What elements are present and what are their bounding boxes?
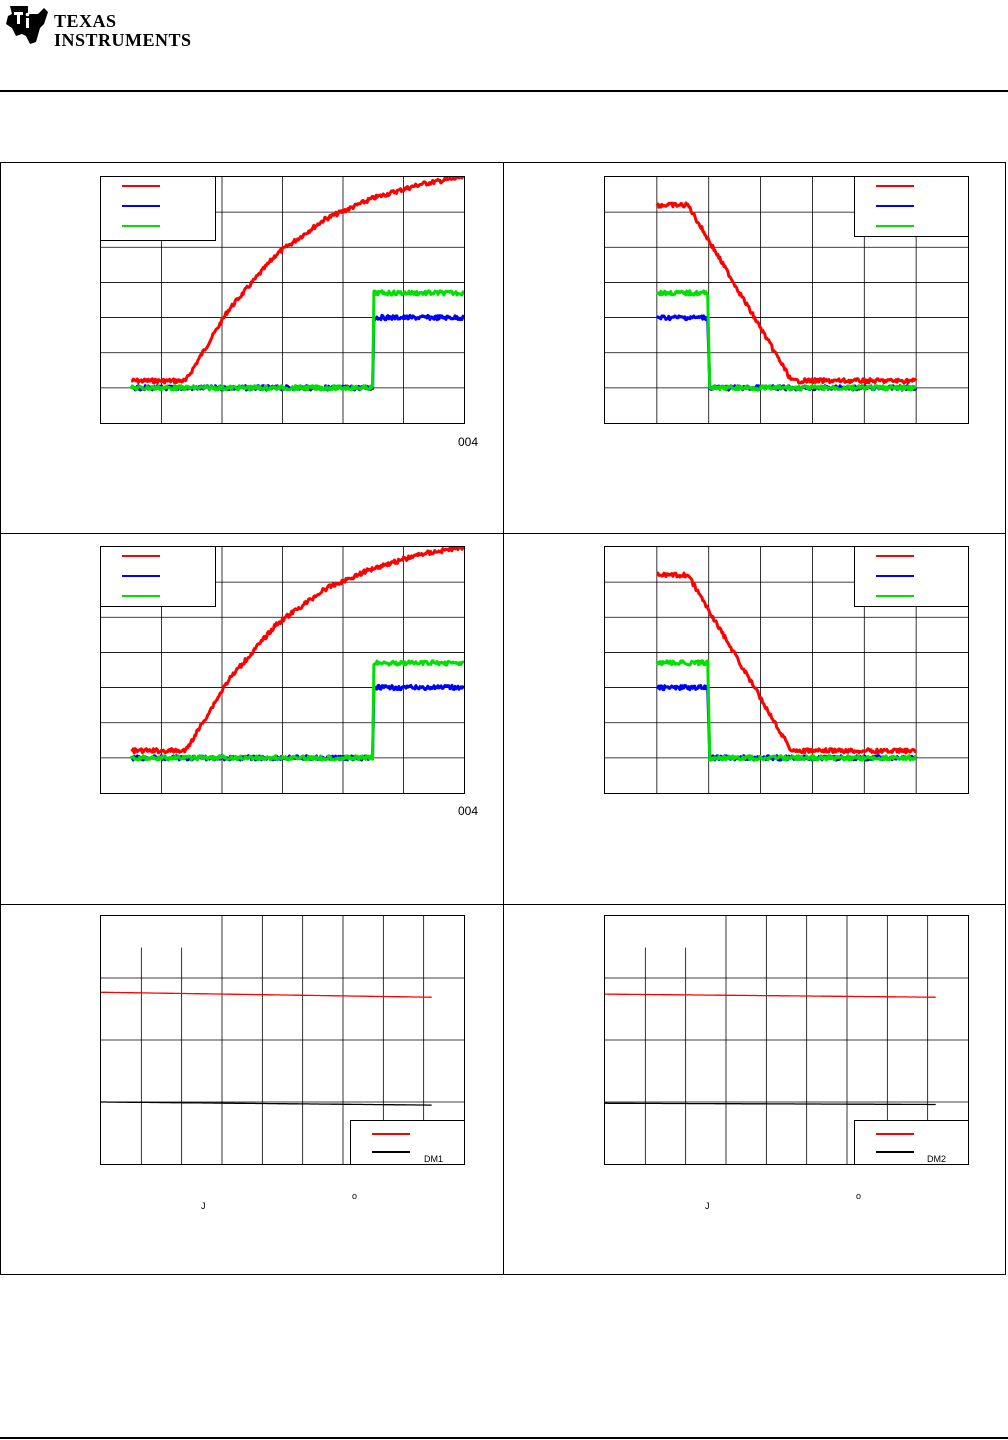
header-rule <box>0 90 1008 92</box>
chart-grid <box>100 176 465 424</box>
figure-2-chart <box>604 176 969 424</box>
figure-6-axis-sub: J <box>705 1201 710 1211</box>
figure-5-plot <box>100 915 465 1165</box>
page-header: TEXAS INSTRUMENTS <box>0 0 1008 92</box>
chart-frame <box>604 915 969 1165</box>
figure-6-plot <box>604 915 969 1165</box>
chart-legend <box>100 546 216 607</box>
legend-box <box>100 176 216 241</box>
figure-1-code: 004 <box>458 435 479 449</box>
grid-divider-row1 <box>0 533 1006 534</box>
series-line-2 <box>129 289 465 392</box>
chart-frame <box>604 546 969 794</box>
chart-frame <box>100 546 465 794</box>
chart-frame <box>100 915 465 1165</box>
series-line-0 <box>656 571 918 755</box>
legend-box <box>854 1120 969 1165</box>
figure-6-legend-tag: DM2 <box>927 1154 947 1164</box>
figure-3-plot <box>100 546 465 794</box>
figure-5-degree: o <box>352 1191 358 1201</box>
chart-frame <box>604 176 969 424</box>
figure-4-chart <box>604 546 969 794</box>
figure-5-legend-tag: DM1 <box>424 1154 444 1164</box>
chart-legend <box>854 176 969 237</box>
series-line-0 <box>605 993 936 998</box>
ti-logo: TEXAS INSTRUMENTS <box>4 4 194 50</box>
footer-rule <box>0 1437 1008 1439</box>
chart-legend <box>350 1120 465 1165</box>
series-line-2 <box>655 289 917 392</box>
series-line-2 <box>129 659 465 762</box>
chart-grid <box>100 915 465 1165</box>
chart-grid <box>604 915 969 1165</box>
series-line-1 <box>101 1101 432 1106</box>
chart-legend <box>854 546 969 607</box>
grid-divider-vertical <box>503 162 504 1275</box>
chart-legend <box>100 176 216 241</box>
figure-6-degree: o <box>856 1191 862 1201</box>
series-line-1 <box>605 1102 936 1106</box>
series-line-0 <box>130 176 465 385</box>
figure-3-chart <box>100 546 465 794</box>
figure-3-code: 004 <box>458 804 479 818</box>
series-line-0 <box>655 201 918 385</box>
series-line-2 <box>655 659 918 762</box>
figure-1-chart <box>100 176 465 424</box>
figure-5-axis-sub: J <box>201 1201 206 1211</box>
figure-5-chart <box>100 915 465 1165</box>
series-line-0 <box>101 991 432 998</box>
figure-1-plot <box>100 176 465 424</box>
series-line-0 <box>130 546 465 755</box>
figure-2-plot <box>604 176 969 424</box>
logo-line-1: TEXAS <box>54 11 117 31</box>
grid-divider-row2 <box>0 904 1006 905</box>
ti-state-icon <box>6 6 48 44</box>
legend-box <box>350 1120 465 1165</box>
chart-legend <box>854 1120 969 1165</box>
figure-6-chart <box>604 915 969 1165</box>
logo-line-2: INSTRUMENTS <box>54 30 192 50</box>
figure-4-plot <box>604 546 969 794</box>
chart-frame <box>100 176 465 424</box>
